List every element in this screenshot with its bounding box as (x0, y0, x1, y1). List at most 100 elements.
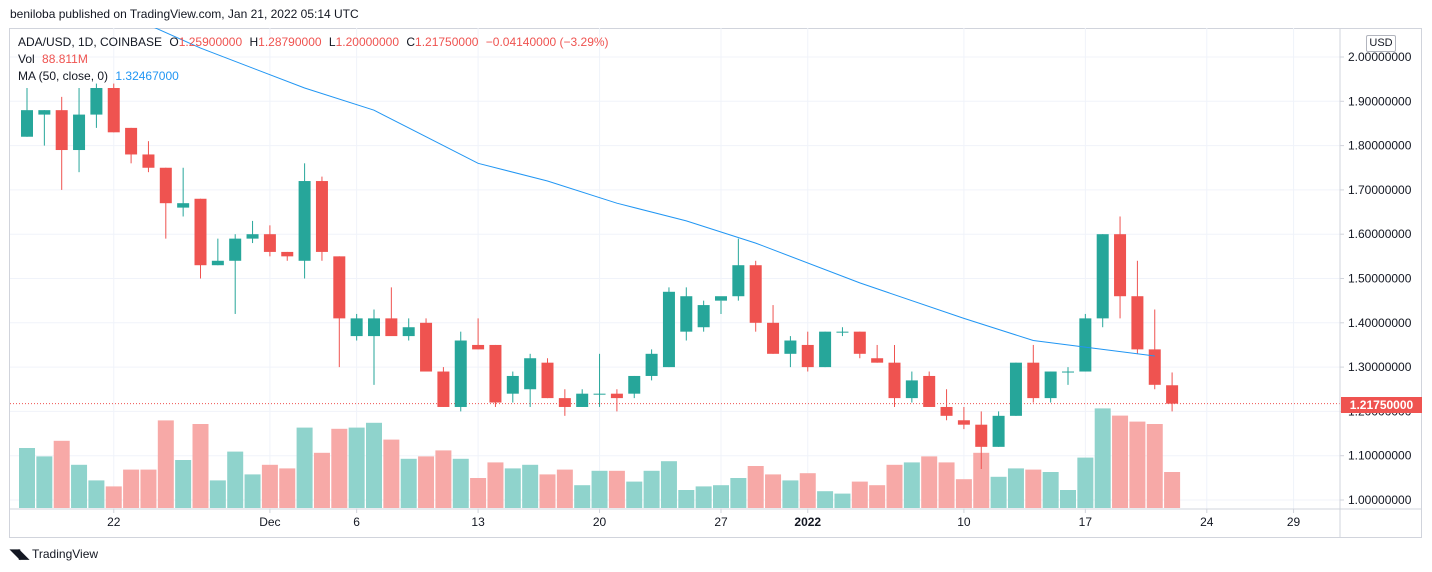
candle-17 (315, 176, 328, 261)
candle-body-9 (177, 203, 190, 208)
candle-28 (506, 371, 519, 403)
candle-19 (350, 313, 363, 341)
candle-body-63 (1114, 234, 1127, 297)
volume-bar-34 (608, 470, 625, 508)
price-tick-label-3: 1.70000000 (1348, 183, 1412, 197)
chart-frame[interactable] (9, 28, 1422, 538)
candle-body-18 (333, 256, 346, 319)
volume-bar-8 (157, 420, 174, 508)
candle-38 (680, 287, 693, 341)
volume-bar-32 (574, 485, 591, 508)
candle-body-39 (697, 305, 710, 328)
volume-bar-54 (955, 479, 972, 508)
publish-info: beniloba published on TradingView.com, J… (10, 7, 359, 21)
candle-8 (159, 167, 172, 239)
volume-bar-37 (660, 461, 677, 508)
candles (21, 83, 1179, 469)
candle-9 (177, 167, 190, 217)
volume-bar-4 (88, 480, 105, 508)
time-tick-label-5: 27 (714, 515, 728, 529)
candle-body-47 (836, 331, 849, 333)
time-tick-label-6: 2022 (794, 515, 821, 529)
candle-50 (888, 344, 901, 407)
candle-body-54 (957, 420, 970, 425)
volume-bar-15 (279, 468, 296, 508)
candle-body-55 (975, 424, 988, 447)
candle-body-25 (454, 340, 467, 407)
volume-bar-23 (418, 456, 435, 508)
candle-body-46 (819, 331, 832, 368)
candle-body-50 (888, 362, 901, 399)
candle-body-62 (1096, 234, 1109, 319)
candle-body-12 (229, 238, 242, 261)
candle-47 (836, 327, 849, 337)
candle-64 (1131, 260, 1144, 354)
candle-body-48 (853, 331, 866, 354)
volume-bar-65 (1146, 424, 1163, 508)
volume-bar-5 (105, 486, 122, 508)
candle-18 (333, 256, 346, 368)
legend-close-label: C (406, 35, 416, 49)
price-tick-label-0: 2.00000000 (1348, 50, 1412, 64)
candle-31 (558, 389, 571, 416)
candle-body-22 (402, 327, 415, 337)
volume-bar-60 (1060, 490, 1076, 508)
candle-body-24 (437, 371, 450, 407)
candle-body-6 (125, 127, 138, 155)
candle-body-28 (506, 375, 519, 394)
legend-open-label: O (169, 35, 179, 49)
candle-body-58 (1027, 362, 1040, 399)
candle-56 (992, 411, 1005, 447)
candle-body-57 (1009, 362, 1022, 416)
volume-bar-38 (678, 490, 695, 508)
volume-bar-22 (400, 458, 417, 508)
candle-body-65 (1148, 349, 1161, 385)
volume-bar-57 (1007, 468, 1024, 508)
candle-body-1 (38, 110, 51, 115)
volume-bar-7 (140, 469, 157, 508)
candle-30 (541, 358, 554, 399)
candle-34 (610, 389, 623, 412)
ma-line (154, 28, 1155, 357)
candle-40 (715, 296, 727, 314)
volume-bar-11 (209, 480, 226, 508)
candle-0 (21, 88, 33, 137)
footer-branding[interactable]: ◥◣ TradingView (10, 546, 98, 562)
candle-body-14 (263, 234, 276, 252)
candle-54 (957, 406, 970, 430)
volume-bar-59 (1042, 472, 1059, 508)
candle-body-10 (194, 198, 207, 266)
price-tick-label-2: 1.80000000 (1348, 139, 1412, 153)
candle-body-43 (767, 322, 780, 354)
candle-24 (437, 367, 450, 407)
time-tick-label-9: 24 (1200, 515, 1214, 529)
candle-43 (767, 305, 780, 354)
candle-body-31 (558, 398, 571, 407)
candle-body-52 (923, 375, 936, 407)
candle-51 (905, 371, 918, 403)
time-tick-label-4: 20 (593, 515, 607, 529)
volume-bar-17 (313, 452, 330, 508)
volume-bar-39 (695, 486, 712, 508)
candle-6 (125, 127, 138, 164)
candle-65 (1148, 309, 1161, 390)
currency-button[interactable]: USD (1366, 35, 1396, 52)
candle-49 (871, 344, 884, 363)
candle-body-41 (732, 265, 745, 297)
volume-bar-12 (227, 451, 244, 508)
volume-bar-0 (19, 448, 35, 508)
candle-body-3 (73, 114, 86, 151)
price-tick-label-5: 1.50000000 (1348, 272, 1412, 286)
candle-32 (576, 389, 589, 407)
legend-ma: MA (50, close, 0) 1.32467000 (18, 69, 179, 83)
volume-bar-27 (487, 462, 504, 508)
volume-bar-46 (817, 491, 834, 508)
volume-bar-14 (261, 464, 278, 508)
candle-35 (628, 375, 641, 399)
volume-bar-30 (539, 474, 556, 508)
volume-bar-55 (973, 452, 990, 508)
candle-body-4 (90, 88, 103, 115)
candle-66 (1166, 372, 1179, 412)
legend-ma-value: 1.32467000 (115, 69, 179, 83)
